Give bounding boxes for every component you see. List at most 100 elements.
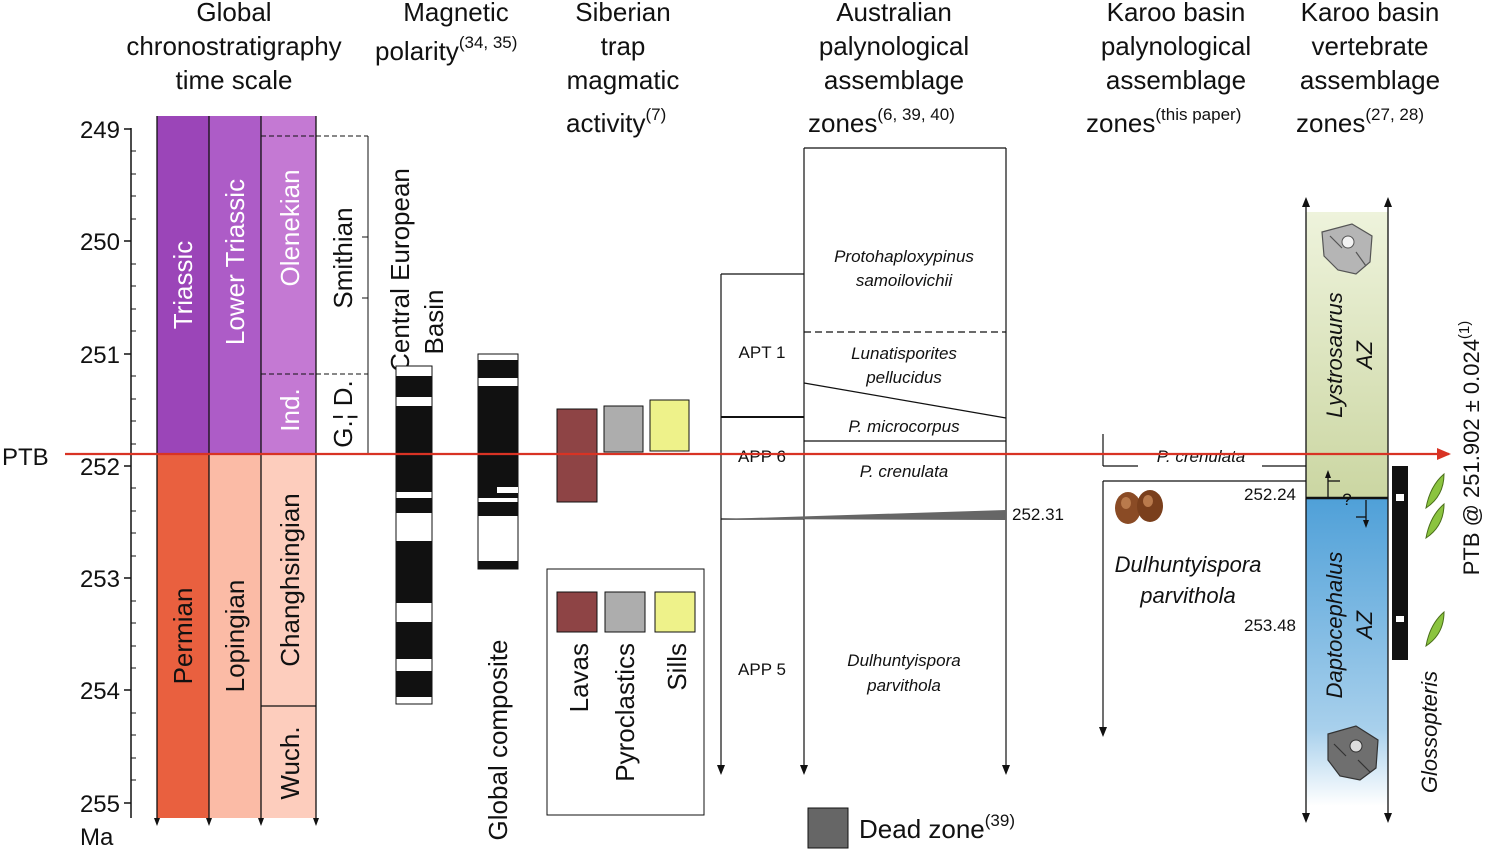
ptb-annotation-text: PTB @ 251.902 ± 0.024 bbox=[1459, 339, 1484, 575]
header-karoo-paly-line4: zones(this paper) bbox=[1086, 105, 1241, 138]
karoo-age-253-48: 253.48 bbox=[1244, 616, 1296, 635]
zone-pmicrocorpus: P. microcorpus bbox=[848, 417, 960, 436]
header-siberian-line2: trap bbox=[601, 31, 646, 61]
sills-bar bbox=[649, 399, 690, 452]
header-siberian-ref: (7) bbox=[645, 105, 666, 124]
changhsingian-block bbox=[261, 454, 316, 706]
olenekian-label: Olenekian bbox=[275, 169, 305, 286]
header-magnetic-line2: polarity(34, 35) bbox=[375, 33, 517, 66]
header-australian-line1: Australian bbox=[836, 0, 952, 27]
header-australian-ref: (6, 39, 40) bbox=[877, 105, 955, 124]
legend-label-pyroclastics: Pyroclastics bbox=[610, 643, 640, 782]
griesbachian-dienerian-label: G.¦ D. bbox=[328, 380, 358, 447]
karoo-polarity-gap-1 bbox=[1396, 494, 1404, 501]
lystrosaurus-skull-icon bbox=[1321, 223, 1373, 275]
permian-label: Permian bbox=[168, 588, 198, 685]
tick-label-249: 249 bbox=[80, 117, 120, 144]
time-axis-minor-ticks bbox=[131, 150, 136, 781]
karoo-polarity-bar bbox=[1392, 466, 1408, 660]
legend-swatch-sills bbox=[654, 591, 696, 633]
dead-zone-legend-label: Dead zone(39) bbox=[859, 811, 1015, 844]
global-composite-label: Global composite bbox=[483, 640, 513, 841]
tick-label-253: 253 bbox=[80, 566, 120, 593]
karoo-pcrenulata-bg bbox=[1138, 445, 1262, 467]
zone-dulh-line2: parvithola bbox=[866, 676, 941, 695]
induan-label: Ind. bbox=[275, 388, 305, 431]
header-karoo-vert-word: zones bbox=[1296, 108, 1365, 138]
app5-label: APP 5 bbox=[738, 660, 786, 679]
smithian-label: Smithian bbox=[328, 207, 358, 308]
dead-zone-legend-ref: (39) bbox=[985, 811, 1015, 830]
zone-dulh-line1: Dulhuntyispora bbox=[847, 651, 960, 670]
lystrosaurus-label: Lystrosaurus bbox=[1322, 292, 1347, 418]
apt1-label: APT 1 bbox=[739, 343, 786, 362]
header-karoo-vert-line2: vertebrate bbox=[1311, 31, 1428, 61]
legend-label-lavas: Lavas bbox=[564, 643, 594, 712]
header-karoo-paly-word: zones bbox=[1086, 108, 1155, 138]
lower-triassic-block bbox=[209, 116, 261, 454]
header-australian-line4: zones(6, 39, 40) bbox=[808, 105, 955, 138]
central-european-label-2: Basin bbox=[419, 289, 449, 354]
ptb-annotation-ref: (1) bbox=[1456, 321, 1473, 339]
dead-zone-legend-word: Dead zone bbox=[859, 814, 985, 844]
wuchiapingian-block bbox=[261, 706, 316, 818]
header-karoo-vert-line3: assemblage bbox=[1300, 65, 1440, 95]
header-siberian-word: activity bbox=[566, 108, 645, 138]
time-axis-major-ticks bbox=[124, 128, 131, 804]
legend-swatch-lavas bbox=[556, 591, 598, 633]
header-karoo-paly-line2: palynological bbox=[1101, 31, 1251, 61]
lopingian-label: Lopingian bbox=[220, 580, 250, 693]
tick-label-251: 251 bbox=[80, 342, 120, 369]
legend-label-sills: Sills bbox=[662, 643, 692, 691]
header-australian-line3: assemblage bbox=[824, 65, 964, 95]
zone-proto-line1: Protohaploxypinus bbox=[834, 247, 974, 266]
boundary-question-mark: ? bbox=[1342, 490, 1351, 509]
header-siberian-line4: activity(7) bbox=[566, 105, 666, 138]
tick-label-254: 254 bbox=[80, 678, 120, 705]
changhsingian-label: Changhsingian bbox=[275, 493, 305, 666]
header-karoo-vert-line4: zones(27, 28) bbox=[1296, 105, 1424, 138]
zone-proto-line2: samoilovichii bbox=[856, 271, 954, 290]
legend-swatch-pyroclastics bbox=[604, 591, 646, 633]
dead-zone-legend-swatch bbox=[807, 807, 849, 849]
lavas-bar bbox=[556, 408, 598, 503]
header-siberian-line3: magmatic bbox=[567, 65, 680, 95]
karoo-dulh-line1: Dulhuntyispora bbox=[1115, 552, 1262, 577]
pyroclastics-bar bbox=[603, 405, 644, 453]
karoo-polarity-gap-2 bbox=[1396, 616, 1404, 622]
lystrosaurus-az-label: AZ bbox=[1352, 339, 1377, 371]
header-australian-word: zones bbox=[808, 108, 877, 138]
karoo-age-252-24: 252.24 bbox=[1244, 485, 1296, 504]
header-magnetic-word: polarity bbox=[375, 36, 459, 66]
lopingian-block bbox=[209, 454, 261, 818]
header-siberian-line1: Siberian bbox=[575, 0, 670, 27]
olenekian-block bbox=[261, 116, 316, 374]
glossopteris-leaf-icon bbox=[1425, 472, 1445, 648]
karoo-vert-arrows bbox=[1302, 197, 1392, 823]
australian-dead-zone-wedge bbox=[721, 510, 1006, 520]
ptb-annotation: PTB @ 251.902 ± 0.024(1) bbox=[1456, 321, 1484, 576]
zone-pcrenulata: P. crenulata bbox=[860, 462, 949, 481]
daptocephalus-az-label: AZ bbox=[1352, 609, 1377, 641]
header-australian-line2: palynological bbox=[819, 31, 969, 61]
central-european-label-1: Central European bbox=[385, 168, 415, 372]
zone-luna-line1: Lunatisporites bbox=[851, 344, 957, 363]
tick-label-255: 255 bbox=[80, 791, 120, 818]
lower-triassic-label: Lower Triassic bbox=[220, 179, 250, 345]
global-composite-normal-bands bbox=[478, 360, 518, 569]
australian-zone-column bbox=[800, 147, 1010, 775]
ptb-label: PTB bbox=[2, 444, 49, 471]
header-global-line2: chronostratigraphy bbox=[126, 31, 341, 61]
karoo-pcrenulata-label: P. crenulata bbox=[1157, 447, 1246, 466]
header-magnetic-line1: Magnetic bbox=[403, 0, 509, 27]
daptocephalus-label: Daptocephalus bbox=[1322, 552, 1347, 699]
tick-label-250: 250 bbox=[80, 229, 120, 256]
header-karoo-paly-line3: assemblage bbox=[1106, 65, 1246, 95]
header-karoo-vert-ref: (27, 28) bbox=[1365, 105, 1424, 124]
daptocephalus-skull-icon bbox=[1327, 725, 1379, 781]
induan-block bbox=[261, 374, 316, 454]
permian-block bbox=[157, 454, 209, 818]
header-karoo-vert-line1: Karoo basin bbox=[1301, 0, 1440, 27]
triassic-label: Triassic bbox=[168, 241, 198, 330]
